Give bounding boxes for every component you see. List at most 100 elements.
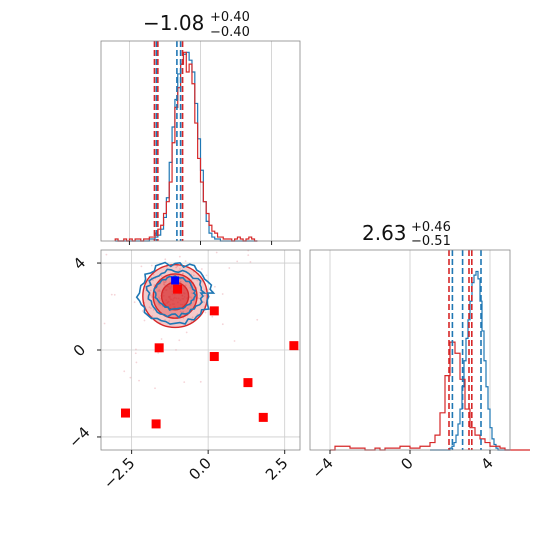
scatter-contour-blue-0 — [135, 261, 216, 325]
scatter-sample-dot — [159, 304, 162, 307]
scatter-contour-blue-2 — [153, 275, 197, 311]
scatter-grid — [101, 250, 300, 450]
scatter-sample-dot — [153, 284, 156, 286]
marginal-right-panel: 2.63 +0.46 −0.51 −4 0 4 — [308, 220, 530, 482]
scatter-sample-dot — [179, 278, 182, 281]
marginal-top-quantiles — [153, 41, 184, 241]
scatter-sample-dot — [138, 379, 140, 382]
scatter-contour-blue-1 — [145, 268, 207, 319]
scatter-sample-dot — [162, 280, 165, 283]
scatter-sample-dot — [157, 351, 160, 354]
marginal-right-title-sub: −0.51 — [411, 234, 451, 249]
scatter-sample-dot — [181, 272, 184, 275]
scatter-markers — [120, 276, 299, 429]
scatter-sample-dot — [143, 319, 146, 322]
scatter-sample-dot — [185, 331, 188, 334]
scatter-sample-dot — [135, 348, 137, 351]
scatter-sample-dot — [162, 283, 165, 286]
scatter-x-ticklabel-2: 2.5 — [262, 454, 292, 484]
scatter-sample-dot — [150, 294, 152, 297]
scatter-sample-dot — [168, 320, 171, 322]
scatter-panel: −2.5 0.0 2.5 −4 0 4 — [65, 249, 301, 493]
scatter-sample-dot — [158, 296, 160, 299]
marginal-right-x-ticklabel-2: 4 — [477, 454, 496, 473]
marginal-right-histograms — [330, 270, 530, 451]
scatter-y-ticklabel-1: 0 — [70, 341, 89, 360]
scatter-contours — [135, 261, 216, 329]
scatter-sample-dot — [256, 318, 259, 321]
marginal-right-title-sup: +0.46 — [411, 220, 451, 235]
scatter-y-ticklabel-2: 4 — [70, 254, 89, 273]
scatter-sample-dot — [160, 338, 163, 340]
scatter-sample-dot — [135, 361, 138, 364]
scatter-sample-dot — [176, 265, 179, 268]
scatter-sample-dot — [164, 319, 166, 321]
scatter-sample-dot — [164, 281, 167, 284]
scatter-sample-dot — [249, 261, 252, 263]
scatter-sample-dot — [189, 286, 192, 289]
scatter-sample-dot — [183, 381, 186, 383]
scatter-sample-dot — [165, 280, 167, 283]
scatter-sample-dot — [184, 260, 187, 263]
scatter-sample-dot — [247, 254, 250, 257]
marginal-right-series-1 — [330, 341, 530, 451]
scatter-sample-dot — [179, 280, 182, 283]
scatter-sample-dot — [148, 306, 151, 309]
scatter-sample-dot — [221, 293, 224, 295]
scatter-sample-dot — [203, 294, 206, 297]
scatter-sample-dot — [141, 310, 144, 312]
marginal-top-histograms — [114, 51, 258, 242]
scatter-sample-dot — [184, 284, 187, 287]
scatter-sample-dot — [110, 293, 113, 296]
scatter-sample-dot — [175, 266, 178, 269]
scatter-sample-dot — [192, 274, 195, 277]
scatter-sample-dot — [134, 352, 137, 355]
scatter-sample-dot — [186, 307, 189, 310]
marginal-right-quantiles — [448, 250, 482, 450]
scatter-point-red-1 — [173, 284, 183, 294]
marginal-right-ticks: −4 0 4 — [308, 450, 497, 482]
marginal-top-ticks — [128, 241, 273, 245]
marginal-top-title-sub: −0.40 — [210, 25, 250, 40]
marginal-top-series-0 — [115, 51, 258, 242]
scatter-sample-dot — [150, 296, 153, 298]
marginal-top-panel: −1.08 +0.40 −0.40 — [100, 10, 301, 245]
scatter-sample-dot — [149, 289, 152, 292]
scatter-sample-dot — [163, 282, 165, 284]
scatter-x-ticklabel-1: 0.0 — [185, 454, 215, 484]
marginal-right-title-main: 2.63 — [362, 221, 407, 245]
scatter-sample-dot — [123, 370, 126, 373]
scatter-sample-dot — [150, 264, 153, 267]
scatter-sample-dot — [211, 315, 214, 318]
scatter-sample-dot — [205, 274, 208, 277]
scatter-sample-dot — [113, 293, 116, 296]
scatter-point-red-6 — [289, 341, 299, 351]
scatter-sample-dot — [199, 380, 202, 383]
scatter-sample-dot — [191, 292, 193, 294]
scatter-sample-dot — [175, 349, 177, 351]
scatter-point-red-7 — [120, 408, 130, 418]
scatter-sample-dot — [178, 339, 181, 342]
scatter-sample-dot — [233, 340, 236, 342]
scatter-sample-dot — [204, 311, 207, 314]
scatter-sample-dot — [179, 280, 182, 283]
scatter-sample-dot — [179, 268, 181, 270]
scatter-sample-dot — [152, 273, 155, 276]
scatter-point-blue-0 — [171, 276, 180, 285]
scatter-sample-dot — [228, 267, 231, 269]
scatter-y-ticklabel-0: −4 — [65, 423, 93, 451]
scatter-point-red-4 — [243, 378, 253, 388]
scatter-sample-dot — [236, 260, 239, 263]
scatter-sample-dot — [159, 299, 161, 302]
scatter-sample-dot — [129, 376, 132, 379]
scatter-sample-dot — [197, 297, 200, 300]
marginal-right-x-ticklabel-0: −4 — [308, 454, 336, 482]
scatter-sample-dot — [189, 296, 192, 299]
scatter-x-ticklabel-0: −2.5 — [100, 454, 138, 492]
scatter-sample-dot — [164, 258, 167, 261]
scatter-sample-dot — [151, 315, 154, 318]
scatter-sample-dot — [159, 297, 161, 300]
scatter-sample-dot — [178, 255, 181, 258]
scatter-sample-dot — [140, 265, 143, 268]
